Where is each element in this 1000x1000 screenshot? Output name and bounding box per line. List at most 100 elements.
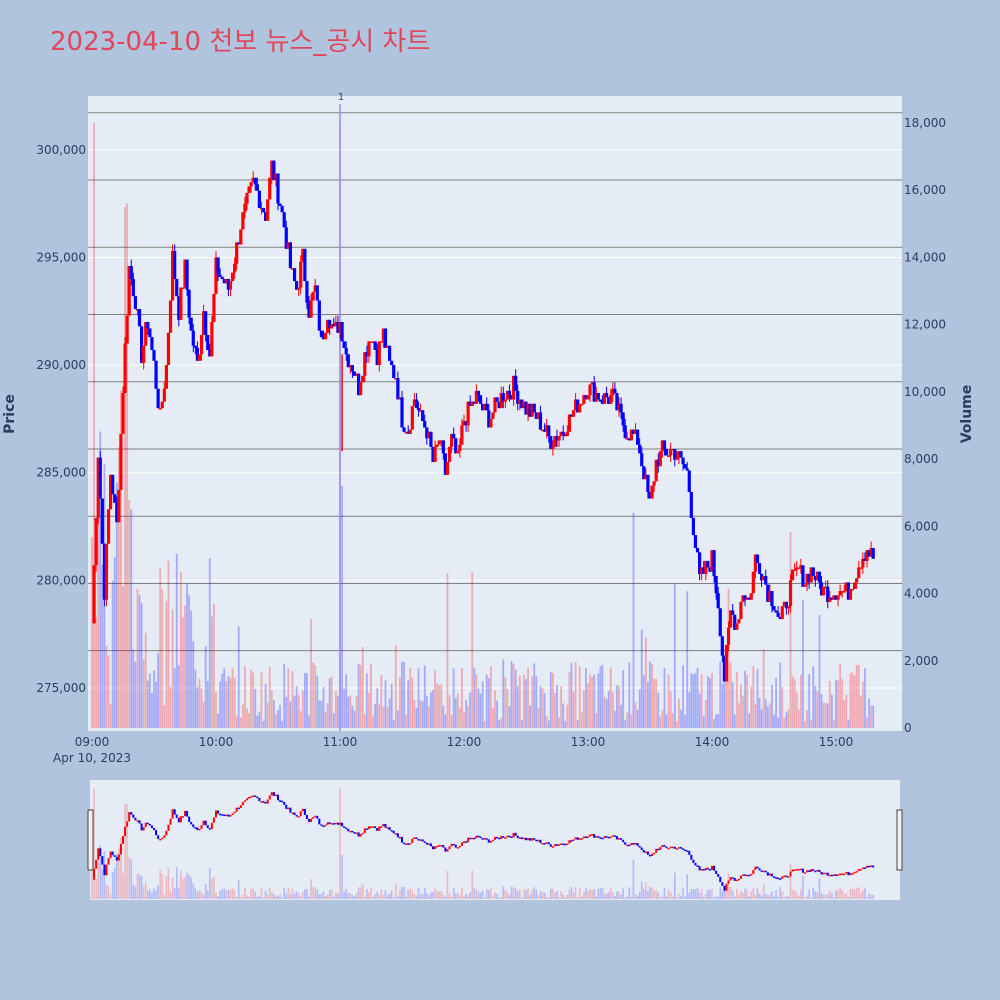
candle-body (627, 438, 631, 441)
range-slider-volume-bar (783, 897, 786, 899)
range-slider-candle (684, 849, 687, 852)
range-slider-candle (427, 843, 430, 845)
candle-body (811, 567, 815, 577)
candle-body (323, 332, 328, 340)
range-slider-volume-bar (614, 895, 616, 899)
range-slider-volume-bar (721, 890, 724, 899)
range-slider-candle (783, 875, 786, 878)
range-slider-candle (326, 822, 329, 825)
candle-body (770, 591, 774, 607)
volume-bar (717, 714, 720, 728)
volume-bar (578, 666, 581, 728)
volume-bar (310, 618, 312, 728)
volume-bar (820, 694, 823, 728)
volume-bar (343, 688, 346, 728)
volume-bar (237, 626, 240, 728)
range-slider-volume-bar (649, 886, 651, 899)
volume-bar (279, 704, 281, 728)
candle-body (716, 593, 720, 609)
volume-bar (126, 203, 129, 728)
candle-body (512, 375, 516, 400)
volume-bar (171, 609, 174, 728)
range-slider-volume-bar (295, 891, 298, 899)
range-slider-candle (295, 814, 298, 817)
range-slider-candle (316, 815, 319, 819)
range-slider-candle (632, 843, 635, 845)
range-slider-volume-bar (335, 892, 337, 899)
time-tick-label: 14:00 (695, 735, 730, 749)
volume-bar (120, 390, 122, 728)
range-slider-candle (744, 874, 747, 876)
range-slider-right-handle[interactable] (896, 809, 903, 871)
candle-body (667, 455, 671, 457)
range-slider-candle (425, 842, 428, 845)
range-slider-candle (843, 873, 846, 876)
volume-bar (665, 714, 668, 728)
candle-body (830, 597, 834, 600)
candle-body (543, 429, 547, 432)
range-slider-candle (374, 826, 377, 828)
range-slider-candle (95, 859, 98, 869)
volume-bar (101, 564, 104, 728)
range-slider-candle (609, 836, 612, 839)
volume-bar (872, 705, 875, 728)
range-slider-volume-bar (533, 887, 536, 899)
range-slider[interactable] (90, 780, 900, 900)
range-slider-candle (746, 874, 749, 877)
range-slider-volume-bar (175, 867, 178, 899)
candle-body (113, 494, 117, 503)
range-slider-candle (312, 817, 315, 819)
volume-bar (396, 710, 399, 728)
volume-bar (186, 583, 188, 728)
range-slider-volume-bar (357, 887, 360, 899)
range-slider-volume-bar (196, 891, 199, 899)
candle-body (629, 429, 633, 441)
candle-body (100, 498, 104, 544)
candle-body (171, 250, 175, 301)
range-slider-volume-bar (659, 896, 662, 899)
candle-body (354, 373, 359, 376)
range-slider-candle (403, 842, 406, 845)
candle-body (253, 177, 257, 185)
volume-bar (105, 645, 108, 728)
range-slider-volume-bar (217, 896, 219, 899)
volume-bar (136, 588, 139, 728)
candle-body (528, 403, 532, 417)
volume-bar (766, 706, 769, 728)
volume-bar (773, 714, 775, 728)
price-tick-label: 275,000 (36, 681, 86, 695)
range-slider-volume-bar (791, 889, 794, 899)
range-slider-candle (669, 846, 672, 849)
range-slider-left-handle[interactable] (87, 809, 94, 871)
candle-body (224, 278, 228, 284)
range-slider-volume-bar (692, 889, 695, 899)
candle-body (447, 446, 452, 462)
candle-body (675, 457, 679, 460)
volume-bar (851, 672, 854, 728)
volume-bar (413, 700, 416, 728)
volume-bar (632, 512, 635, 728)
range-slider-candle (814, 870, 817, 873)
volume-bar (467, 705, 470, 728)
candle-body (602, 393, 607, 404)
volume-bar (826, 703, 829, 728)
volume-bar (419, 700, 422, 728)
range-slider-volume-bar (314, 887, 316, 899)
range-slider-volume-bar (213, 876, 215, 899)
volume-bar (558, 717, 560, 728)
volume-bar (593, 674, 596, 728)
range-slider-candle (818, 869, 821, 872)
range-slider-volume-bar (603, 893, 606, 899)
range-slider-candle (314, 815, 317, 818)
range-slider-candle (541, 843, 544, 845)
volume-bar (568, 672, 571, 728)
range-slider-volume-bar (731, 890, 734, 899)
range-slider-volume-bar (531, 889, 533, 899)
candle-body (706, 560, 710, 568)
range-slider-volume-bar (136, 873, 139, 899)
range-slider-candle (283, 801, 286, 805)
candle-body (264, 212, 268, 221)
volume-bar (678, 698, 680, 728)
volume-bar (696, 667, 699, 728)
range-slider-candle (696, 865, 699, 867)
